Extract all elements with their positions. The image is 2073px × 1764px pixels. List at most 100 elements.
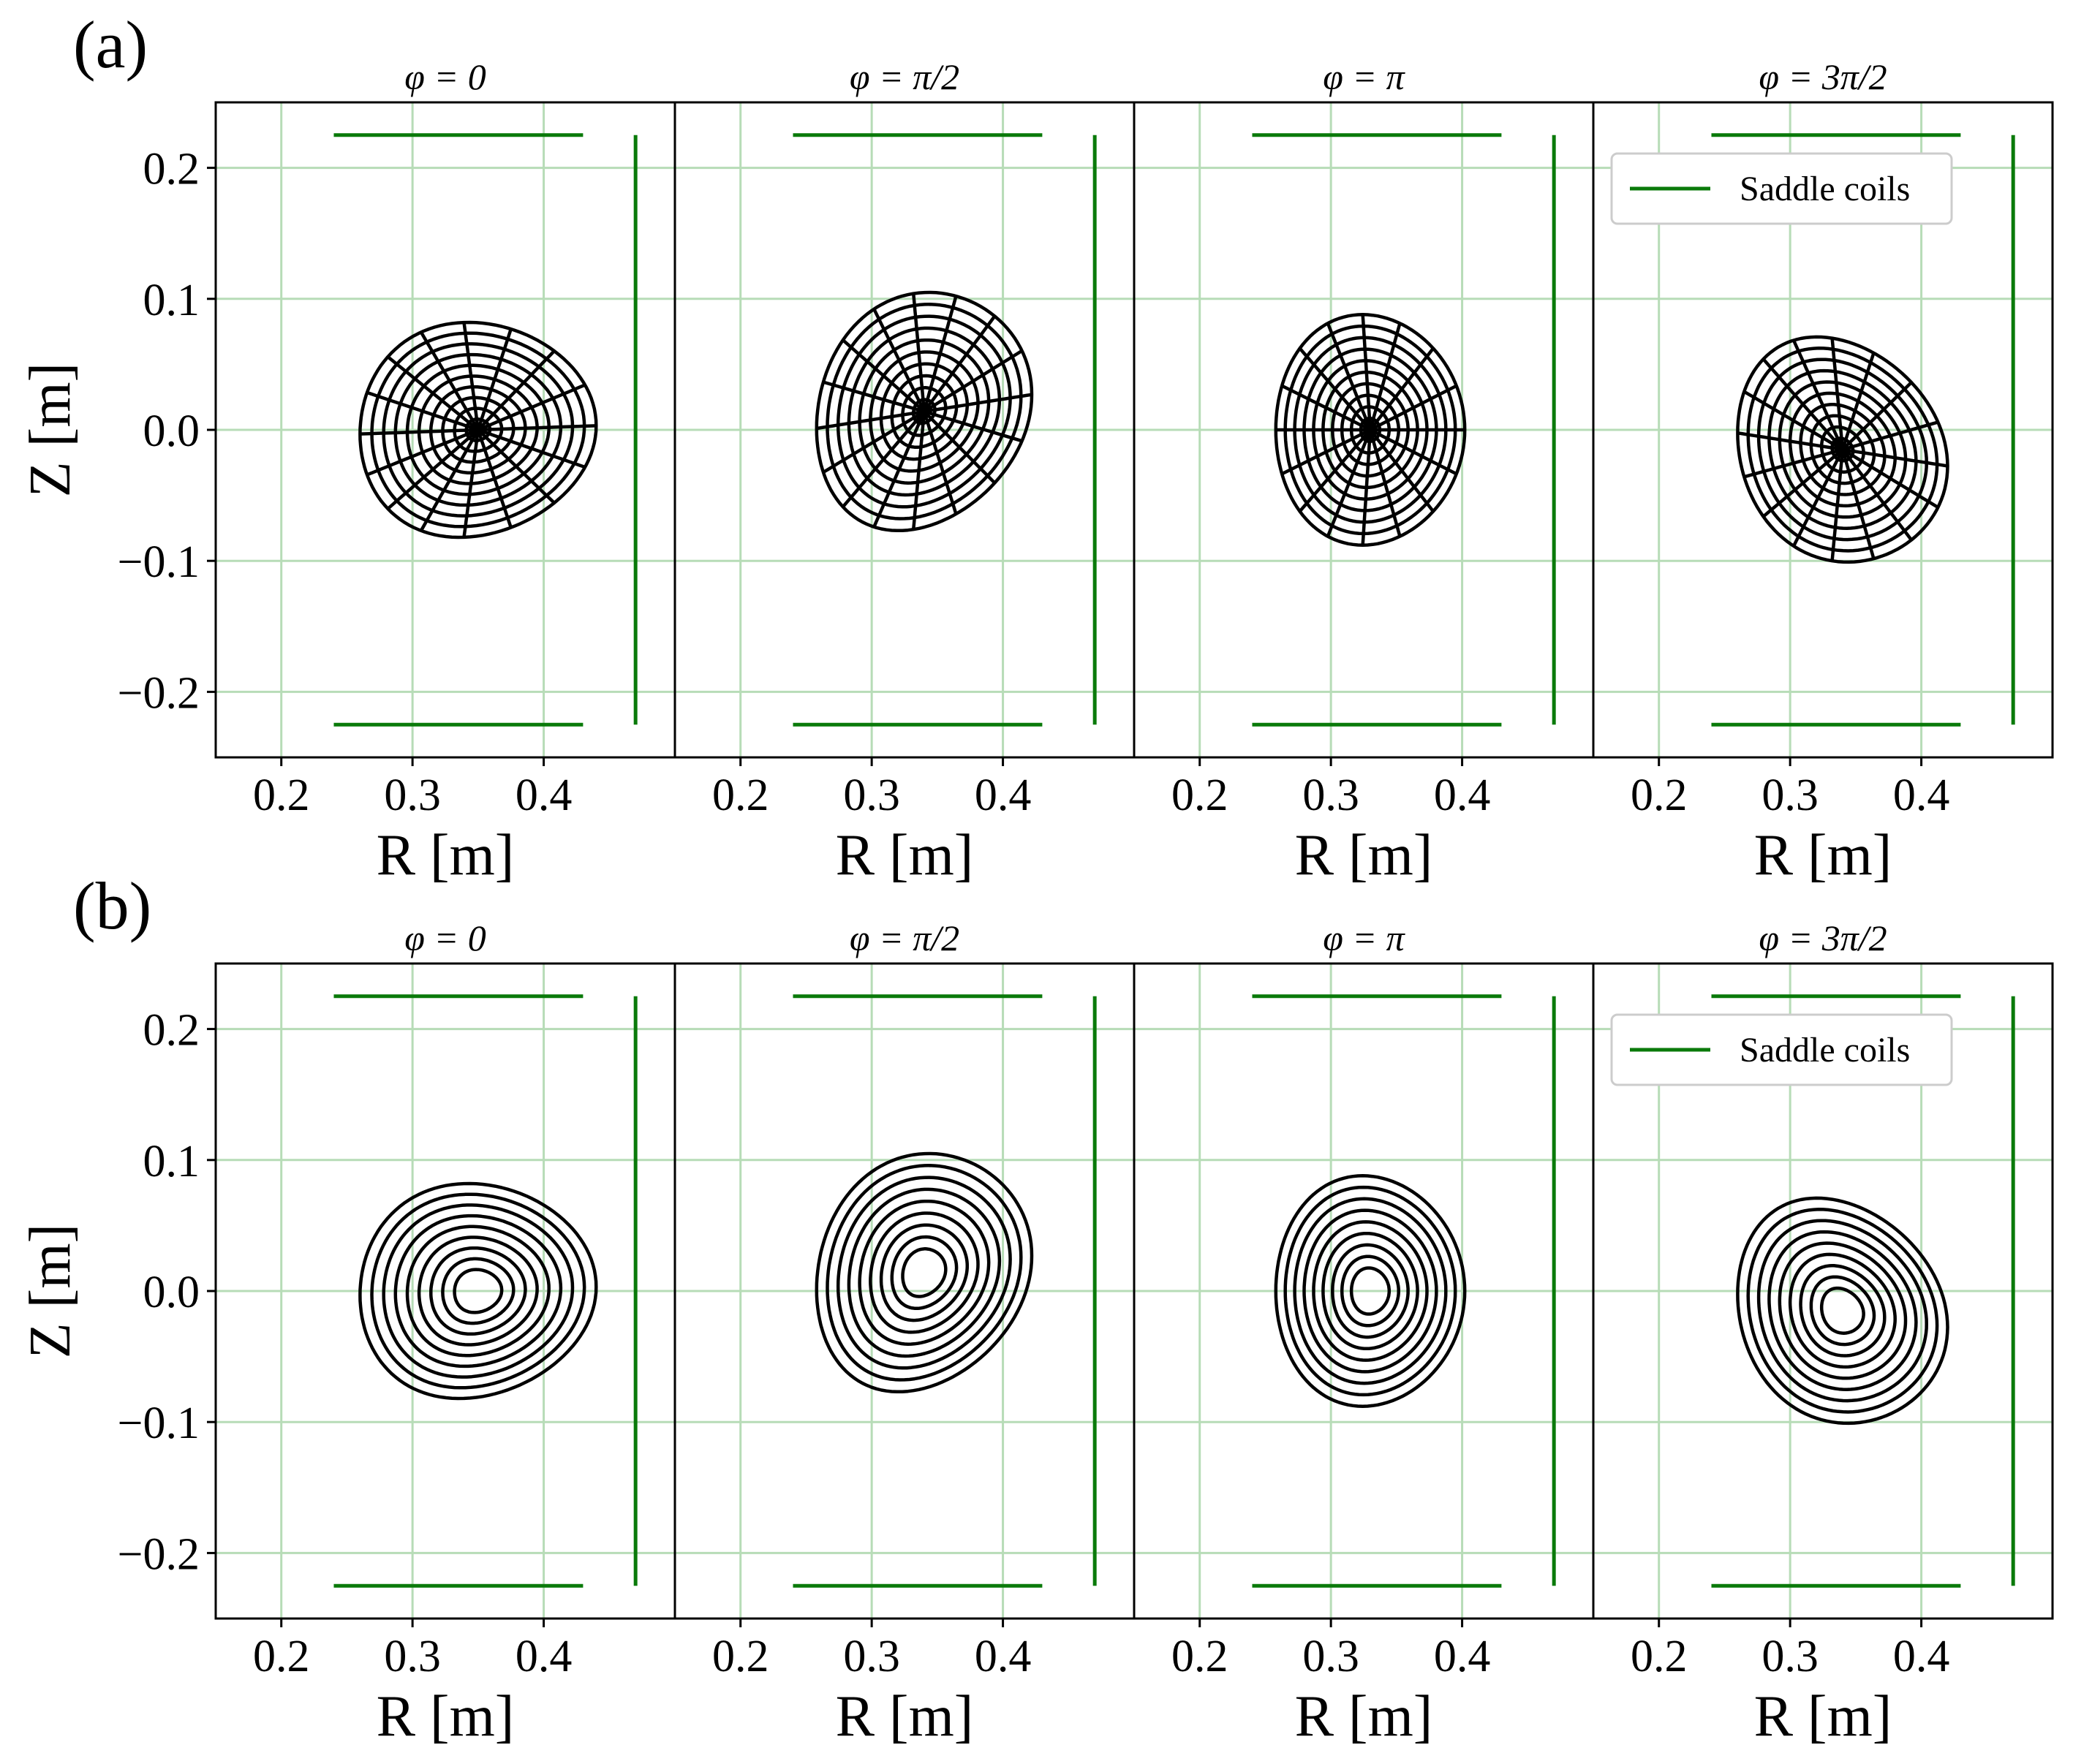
y-axis-label: Z [m] bbox=[18, 1224, 83, 1358]
flux-surface bbox=[890, 1235, 959, 1311]
subplot-title: φ = π/2 bbox=[850, 56, 959, 97]
subplot: φ = π/2 0.2 0.3 0.4R [m] bbox=[673, 56, 1136, 887]
y-tick-label: −0.1 bbox=[118, 537, 200, 587]
flux-surface bbox=[1756, 1219, 1928, 1403]
x-tick-label: 0.2 bbox=[253, 771, 310, 820]
subplot-title: φ = 3π/2 bbox=[1759, 56, 1887, 97]
x-tick-label: 0.3 bbox=[843, 771, 900, 820]
radial-spoke bbox=[923, 349, 1023, 413]
x-tick-label: 0.2 bbox=[712, 771, 769, 820]
x-tick-label: 0.4 bbox=[1434, 771, 1491, 820]
radial-spoke bbox=[386, 428, 480, 510]
x-tick-label: 0.2 bbox=[1171, 771, 1228, 820]
radial-spoke bbox=[477, 428, 556, 504]
radial-spoke bbox=[477, 349, 556, 431]
x-axis-label: R [m] bbox=[1754, 823, 1892, 887]
subplot: φ = π 0.2 0.3 0.4R [m] bbox=[1133, 917, 1595, 1749]
flux-surface bbox=[358, 1181, 598, 1401]
x-tick-label: 0.4 bbox=[516, 1632, 573, 1681]
flux-surface bbox=[1809, 1275, 1876, 1347]
x-tick-label: 0.2 bbox=[1631, 1632, 1688, 1681]
flux-surfaces bbox=[1274, 1174, 1467, 1408]
radial-spoke bbox=[1361, 429, 1372, 545]
radial-spoke bbox=[872, 308, 926, 412]
flux-surface bbox=[1788, 1252, 1897, 1369]
radial-spoke bbox=[477, 428, 586, 469]
saddle-coils bbox=[1252, 133, 1556, 727]
y-tick-label: −0.1 bbox=[118, 1398, 200, 1448]
flux-surface bbox=[1767, 1230, 1918, 1391]
radial-spoke bbox=[922, 295, 958, 412]
saddle-coils bbox=[333, 133, 638, 727]
x-tick-label: 0.3 bbox=[1302, 771, 1359, 820]
radial-spoke bbox=[1743, 447, 1843, 479]
x-tick-label: 0.3 bbox=[1762, 771, 1819, 820]
saddle-coils bbox=[1711, 133, 2015, 727]
radial-spoke bbox=[477, 424, 597, 432]
radial-spoke bbox=[923, 315, 997, 413]
flux-surfaces bbox=[358, 1181, 598, 1401]
grid bbox=[675, 964, 1134, 1619]
radial-spoke bbox=[386, 355, 480, 431]
flux-surface bbox=[1778, 1241, 1908, 1380]
y-tick-label: −0.2 bbox=[118, 1529, 200, 1579]
subplot-title: φ = 0 bbox=[404, 56, 486, 97]
radial-spoke bbox=[816, 409, 925, 431]
flux-surface bbox=[441, 1257, 516, 1325]
flux-surfaces bbox=[1736, 1196, 1949, 1426]
subplot: φ = 0 0.2 0.3 0.4R [m] −0.2 −0.1 0.0 0.1 0.2 Z [m… bbox=[18, 917, 676, 1749]
x-tick-label: 0.4 bbox=[975, 1632, 1032, 1681]
saddle-coils bbox=[333, 994, 638, 1588]
radial-spoke bbox=[1791, 339, 1844, 450]
grid bbox=[1134, 102, 1593, 757]
flux-surface bbox=[1819, 1286, 1865, 1335]
flux-surface bbox=[429, 1246, 527, 1336]
row-label: (b) bbox=[73, 868, 151, 943]
legend-box bbox=[1610, 152, 1953, 225]
x-tick-label: 0.3 bbox=[384, 1632, 441, 1681]
flux-surface bbox=[1736, 1196, 1949, 1426]
radial-spoke bbox=[419, 428, 480, 532]
subplot: φ = 3π/2 0.2 0.3 0.4R [m] Saddle coils bbox=[1592, 917, 2054, 1749]
y-tick-label: 0.1 bbox=[143, 276, 200, 325]
radial-spoke bbox=[462, 429, 480, 538]
saddle-coils bbox=[1252, 994, 1556, 1588]
radial-spoke bbox=[366, 390, 479, 432]
radial-spoke bbox=[1841, 381, 1913, 451]
flux-surface bbox=[879, 1223, 970, 1322]
radial-spoke bbox=[476, 328, 513, 431]
legend-label: Saddle coils bbox=[1740, 1031, 1910, 1070]
radial-spoke bbox=[366, 428, 479, 477]
flux-surfaces bbox=[358, 320, 598, 540]
radial-spoke bbox=[1361, 314, 1372, 431]
flux-surface bbox=[417, 1235, 539, 1347]
saddle-coils bbox=[1711, 994, 2015, 1588]
flux-surface bbox=[370, 1192, 586, 1390]
flux-surface bbox=[1746, 1208, 1939, 1414]
subplot-title: φ = π/2 bbox=[850, 917, 959, 958]
subplot-title: φ = 0 bbox=[404, 917, 486, 958]
y-tick-label: −0.2 bbox=[118, 668, 200, 718]
flux-surface bbox=[1312, 1220, 1429, 1362]
radial-spoke bbox=[1369, 347, 1435, 431]
x-tick-label: 0.3 bbox=[384, 771, 441, 820]
x-tick-label: 0.2 bbox=[253, 1632, 310, 1681]
flux-surfaces bbox=[1736, 335, 1949, 564]
radial-spoke bbox=[1368, 322, 1402, 431]
flux-surface bbox=[847, 1187, 1002, 1358]
x-axis-label: R [m] bbox=[377, 823, 515, 887]
flux-surface bbox=[836, 1176, 1012, 1370]
x-tick-label: 0.2 bbox=[1171, 1632, 1228, 1681]
radial-spoke bbox=[1840, 449, 1876, 559]
legend: Saddle coils bbox=[1610, 1013, 1953, 1086]
radial-spoke bbox=[1281, 384, 1371, 432]
radial-spoke bbox=[462, 322, 480, 431]
x-tick-label: 0.4 bbox=[975, 771, 1032, 820]
flux-surface bbox=[1293, 1197, 1448, 1385]
radial-spoke bbox=[1762, 448, 1844, 518]
radial-spoke bbox=[1326, 322, 1372, 431]
radial-spoke bbox=[476, 429, 513, 529]
radial-spoke bbox=[872, 411, 926, 528]
flux-surface bbox=[1321, 1231, 1419, 1351]
